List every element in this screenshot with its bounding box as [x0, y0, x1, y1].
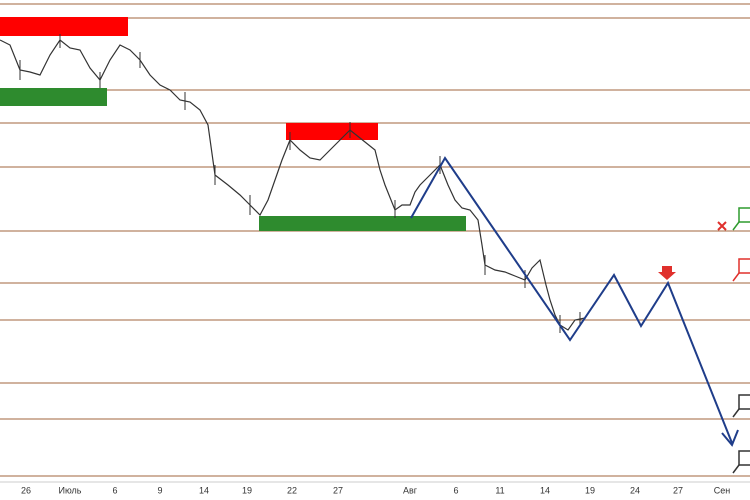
target-label	[738, 394, 750, 410]
time-label: Сен	[714, 485, 731, 495]
sell-marker	[658, 266, 676, 280]
take-profit-label	[738, 207, 750, 223]
time-label: 24	[630, 485, 640, 495]
label-pointer	[732, 464, 740, 474]
resistance-zone	[286, 123, 378, 140]
time-label: Авг	[403, 485, 418, 495]
time-label: 19	[242, 485, 252, 495]
time-label: 11	[495, 485, 504, 495]
support-zone	[259, 216, 466, 231]
time-label: 14	[540, 485, 550, 495]
label-pointer	[732, 272, 740, 282]
entry-label	[738, 258, 750, 274]
label-pointer	[732, 408, 740, 418]
price-path	[0, 39, 586, 331]
time-label: 6	[112, 485, 117, 495]
label-pointer	[732, 221, 740, 231]
time-label: 27	[673, 485, 683, 495]
time-label: 19	[585, 485, 595, 495]
forecast-arrowhead	[721, 429, 739, 447]
time-label: 22	[287, 485, 297, 495]
stop-marker	[717, 221, 727, 231]
target-label	[738, 450, 750, 466]
time-label: 6	[453, 485, 458, 495]
time-label: 14	[199, 485, 209, 495]
time-label: Июль	[59, 485, 82, 495]
time-label: 9	[157, 485, 162, 495]
resistance-zone	[0, 17, 128, 36]
forecast-path	[410, 156, 733, 444]
time-label: 27	[333, 485, 343, 495]
time-label: 26	[21, 485, 31, 495]
time-axis: 26 Июль 6 9 14 19 22 27 Авг 6 11 14 19 24 27 Сен	[21, 485, 730, 495]
support-zone	[0, 88, 107, 106]
wick	[19, 34, 581, 333]
wicks	[19, 34, 581, 333]
level-lines	[0, 3, 750, 477]
